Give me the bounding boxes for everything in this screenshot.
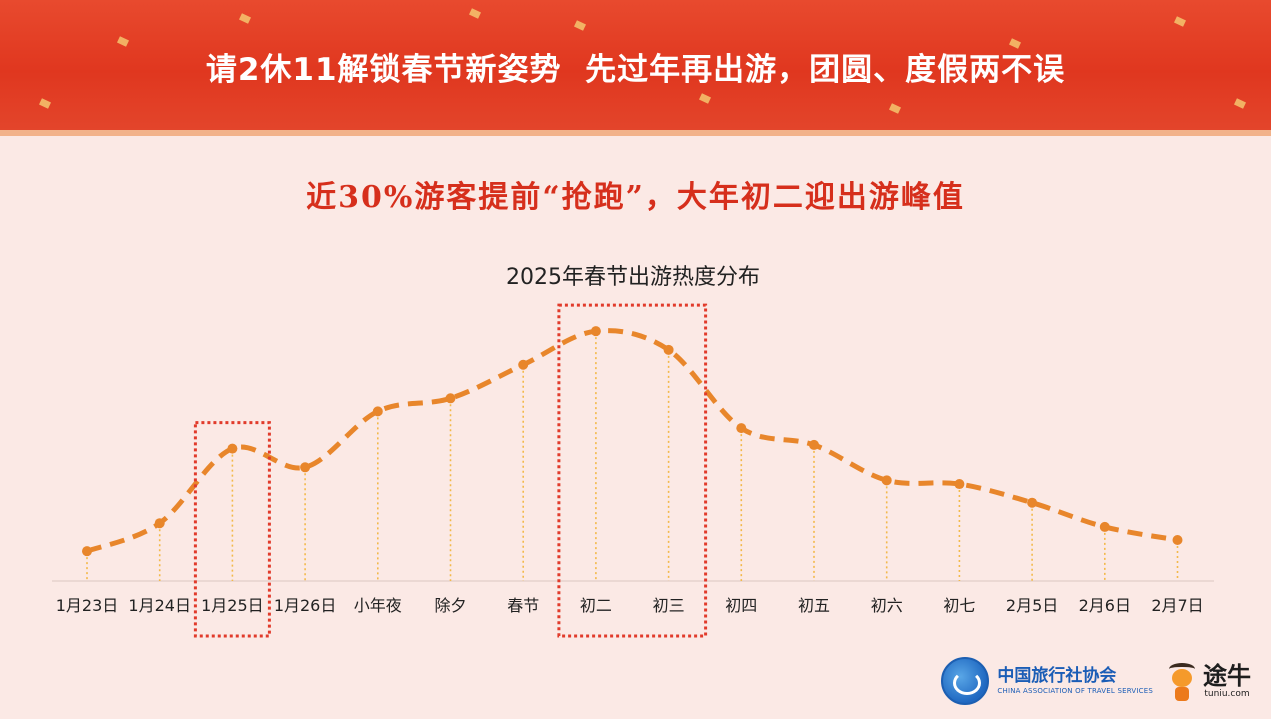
data-point	[590, 326, 601, 337]
data-point	[954, 479, 965, 490]
data-point	[300, 462, 311, 473]
tuniu-name-cn: 途牛	[1203, 661, 1251, 690]
x-tick-label: 初六	[871, 596, 903, 615]
header-banner: 请2休11解锁春节新姿势 先过年再出游，团圆、度假两不误	[0, 0, 1271, 136]
data-point	[445, 393, 456, 404]
data-point	[809, 439, 819, 450]
data-point	[736, 423, 747, 434]
data-point	[82, 546, 92, 557]
cats-name-en: CHINA ASSOCIATION OF TRAVEL SERVICES	[997, 686, 1153, 695]
x-tick-label: 初五	[798, 596, 830, 615]
chart-title: 2025年春节出游热度分布	[506, 265, 760, 290]
data-point	[154, 518, 165, 529]
x-tick-label: 1月25日	[201, 596, 264, 615]
cats-name-cn: 中国旅行社协会	[997, 665, 1117, 686]
x-tick-label: 除夕	[434, 596, 466, 615]
x-tick-label: 1月23日	[56, 596, 119, 615]
x-tick-label: 初四	[725, 596, 757, 615]
highlight-box	[557, 303, 708, 638]
x-tick-label: 初二	[580, 596, 612, 615]
data-point	[663, 344, 674, 355]
tuniu-name-en: tuniu.com	[1204, 688, 1250, 699]
data-point	[1027, 497, 1038, 508]
x-tick-label: 2月6日	[1079, 596, 1131, 615]
x-tick-label: 初七	[943, 596, 975, 615]
x-tick-label: 初三	[653, 596, 685, 615]
data-points-group	[82, 326, 1183, 557]
cats-logo-text: 中国旅行社协会 CHINA ASSOCIATION OF TRAVEL SERV…	[997, 665, 1153, 695]
x-tick-label: 春节	[507, 596, 539, 615]
cats-emblem-icon	[941, 657, 990, 705]
series-line	[86, 328, 1178, 554]
x-tick-labels-group: 1月23日 1月24日 1月25日 1月26日 小年夜 除夕 春节 初二 初三 初四 初五 初六 初七 2…	[56, 596, 1204, 615]
highlight-boxes-group	[193, 303, 708, 638]
x-tick-label: 小年夜	[354, 596, 402, 615]
highlight-box	[193, 421, 271, 638]
tuniu-mascot-icon	[1169, 661, 1195, 701]
data-point	[372, 406, 383, 417]
drop-lines-group	[86, 337, 1179, 581]
x-tick-label: 2月5日	[1006, 596, 1058, 615]
chart-headline: 近30%游客提前“抢跑”，大年初二迎出游峰值	[306, 180, 965, 215]
banner-title: 请2休11解锁春节新姿势 先过年再出游，团圆、度假两不误	[205, 52, 1066, 88]
tuniu-logo-text: 途牛 tuniu.com	[1203, 664, 1251, 699]
logo-area: 中国旅行社协会 CHINA ASSOCIATION OF TRAVEL SERV…	[941, 657, 1251, 705]
data-point	[1172, 534, 1183, 545]
data-point	[1099, 521, 1110, 532]
x-tick-label: 2月7日	[1151, 596, 1203, 615]
data-point	[881, 475, 892, 486]
x-tick-label: 1月26日	[274, 596, 337, 615]
data-point	[518, 359, 529, 370]
data-point	[227, 443, 238, 454]
x-tick-label: 1月24日	[128, 596, 191, 615]
